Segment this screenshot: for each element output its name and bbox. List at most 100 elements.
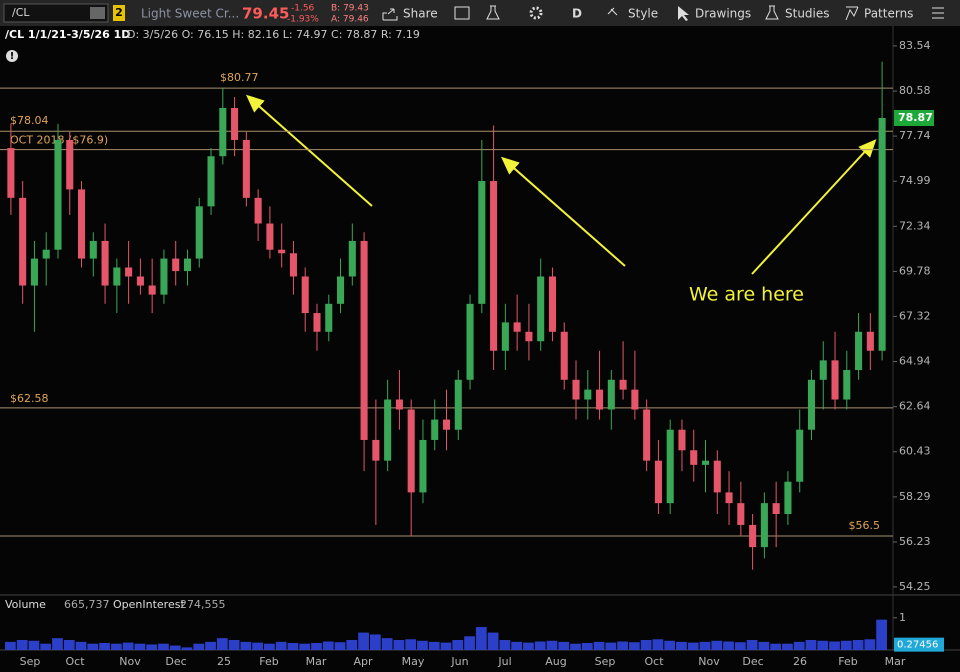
volume-bar <box>758 641 770 650</box>
candle-body <box>254 197 262 224</box>
volume-bar <box>617 641 628 650</box>
symbol-dropdown[interactable] <box>90 7 105 19</box>
volume-bar <box>205 641 216 650</box>
candle-body <box>195 206 203 259</box>
volume-bar <box>475 627 487 650</box>
volume-bar <box>358 632 369 650</box>
volume-bar <box>464 636 475 650</box>
volume-bar <box>829 641 840 650</box>
change: -1.56 <box>291 4 315 14</box>
patterns-button[interactable]: Patterns <box>864 7 913 21</box>
x-tick-label: May <box>402 655 425 668</box>
oi-label: OpenInterest <box>113 598 185 611</box>
candle-body <box>807 379 816 430</box>
volume-bar <box>511 641 523 650</box>
x-tick-label: Mar <box>306 655 327 668</box>
link-badge[interactable] <box>113 5 125 21</box>
candle-body <box>560 331 568 380</box>
volume-bar <box>240 641 252 650</box>
studies-button[interactable]: Studies <box>785 7 830 21</box>
candle-body <box>42 249 50 259</box>
flask-button[interactable] <box>486 5 500 20</box>
candle-body <box>584 389 592 400</box>
x-tick-label: Mar <box>885 655 906 668</box>
candle-body <box>666 429 674 504</box>
bid: B: 79.43 <box>331 4 369 14</box>
candle-body <box>701 460 710 465</box>
volume-bar <box>75 641 87 650</box>
share-button[interactable]: Share <box>382 7 438 21</box>
drawings-button[interactable]: Drawings <box>695 7 751 21</box>
studies-icon <box>765 5 779 20</box>
candle-body <box>266 223 274 250</box>
volume-bar <box>570 643 581 650</box>
candle-body <box>631 389 639 410</box>
candle-body <box>772 503 780 514</box>
icon-button[interactable] <box>454 6 470 20</box>
x-tick-label: Nov <box>698 655 720 668</box>
x-tick-label: Sep <box>20 655 41 668</box>
candle-body <box>360 240 368 440</box>
candle-body <box>619 379 627 390</box>
candle-body <box>136 276 144 286</box>
candle-body <box>525 331 533 342</box>
candle-body <box>513 322 521 332</box>
period-button[interactable]: D <box>572 7 582 21</box>
y-tick-label: 80.58 <box>899 84 931 97</box>
volume-tick-label: 1 <box>899 611 906 624</box>
settings-button[interactable] <box>529 6 543 20</box>
volume-bar <box>158 643 169 650</box>
style-button[interactable]: Style <box>628 7 658 21</box>
volume-bar <box>28 640 40 650</box>
last-price-badge-text: 78.87 <box>898 111 933 124</box>
y-tick-label: 72.34 <box>899 219 931 232</box>
candle-body <box>160 258 168 295</box>
volume-bar <box>405 639 417 650</box>
candle-body <box>242 139 250 198</box>
arrow <box>751 139 877 275</box>
x-tick-label: 25 <box>217 655 231 668</box>
level-label: $62.58 <box>10 392 49 405</box>
candle-body <box>749 524 757 548</box>
volume-bar <box>558 641 570 650</box>
volume-bar <box>487 632 499 650</box>
candle-body <box>89 240 97 259</box>
y-tick-label: 58.29 <box>899 490 931 503</box>
cursor-icon <box>678 6 689 21</box>
y-tick-label: 69.78 <box>899 264 931 277</box>
ask: A: 79.46 <box>331 15 369 25</box>
alert-icon[interactable] <box>6 50 18 62</box>
volume-bar <box>40 643 52 650</box>
menu-button[interactable] <box>932 7 944 19</box>
candle-body <box>866 331 874 351</box>
volume-bar <box>546 640 558 650</box>
candle-body <box>548 276 556 332</box>
candle-body <box>654 460 662 504</box>
x-tick-label: Oct <box>644 655 664 668</box>
volume-bar <box>746 640 758 650</box>
annotation-note: We are here <box>689 284 804 306</box>
candle-body <box>54 139 62 250</box>
volume-bar <box>393 640 405 650</box>
candle-body <box>372 439 380 461</box>
volume-bar <box>593 641 605 650</box>
symbol: /CL <box>12 6 30 19</box>
volume-bar <box>864 639 876 650</box>
candle-body <box>125 267 133 277</box>
candle-body <box>337 276 345 304</box>
volume-bar <box>252 642 264 650</box>
x-tick-label: Feb <box>838 655 857 668</box>
candle-body <box>395 399 403 410</box>
volume-bar <box>499 640 511 650</box>
volume-label: Volume <box>5 598 46 611</box>
candle-body <box>313 313 321 332</box>
symbol-box[interactable] <box>3 3 109 23</box>
volume-bar <box>264 643 275 650</box>
x-tick-label: Nov <box>119 655 141 668</box>
candle-body <box>431 419 439 440</box>
x-tick-label: Feb <box>259 655 278 668</box>
candle-body <box>490 181 498 351</box>
candle-body <box>537 276 545 342</box>
